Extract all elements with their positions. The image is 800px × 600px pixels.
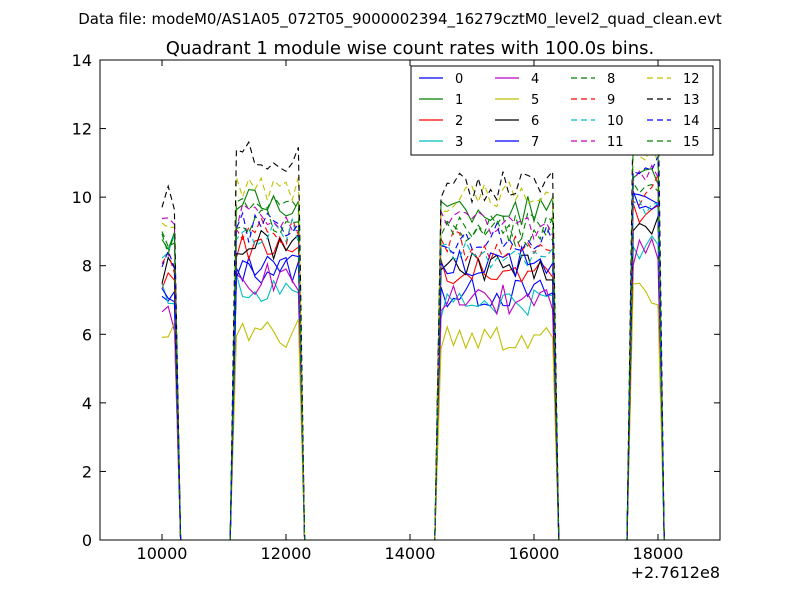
axes-frame: [99, 59, 721, 541]
legend-label-3: 3: [455, 135, 463, 150]
series-layer: [161, 93, 665, 540]
series-line-15: [161, 133, 665, 540]
series-line-5: [161, 282, 665, 540]
y-tick-label: 8: [82, 257, 92, 276]
legend-label-6: 6: [531, 114, 539, 129]
legend-label-7: 7: [531, 135, 539, 150]
legend-box: [410, 65, 714, 156]
legend-label-10: 10: [607, 114, 624, 129]
chart-title: Quadrant 1 module wise count rates with …: [166, 38, 655, 59]
y-tick-label: 6: [82, 325, 92, 344]
legend-label-15: 15: [683, 135, 700, 150]
series-line-3: [161, 235, 665, 540]
y-tick-label: 12: [72, 120, 92, 139]
legend-label-1: 1: [455, 93, 463, 108]
legend-label-0: 0: [455, 72, 463, 87]
y-tick-label: 10: [72, 188, 92, 207]
legend-label-11: 11: [607, 135, 624, 150]
series-line-11: [161, 164, 665, 540]
x-tick-label: 18000: [633, 544, 684, 563]
series-line-7: [161, 191, 665, 540]
series-line-0: [161, 192, 665, 540]
legend-label-13: 13: [683, 93, 700, 108]
series-line-8: [161, 180, 665, 540]
x-tick-label: 14000: [385, 544, 436, 563]
x-tick-label: 10000: [137, 544, 188, 563]
y-tick-label: 4: [82, 394, 92, 413]
series-line-6: [161, 216, 665, 540]
legend-label-2: 2: [455, 114, 463, 129]
legend-label-4: 4: [531, 72, 539, 87]
y-tick-label: 2: [82, 462, 92, 481]
legend-label-8: 8: [607, 72, 615, 87]
series-line-1: [161, 168, 665, 540]
legend-label-14: 14: [683, 114, 700, 129]
legend-label-12: 12: [683, 72, 700, 87]
y-tick-label: 14: [72, 51, 92, 70]
x-tick-label: 16000: [509, 544, 560, 563]
x-tick-label: 12000: [261, 544, 312, 563]
x-offset-label: +2.7612e8: [631, 563, 720, 582]
series-line-4: [161, 237, 665, 540]
legend-label-5: 5: [531, 93, 539, 108]
y-tick-label: 0: [82, 531, 92, 550]
legend-label-9: 9: [607, 93, 615, 108]
chart-suptitle: Data file: modeM0/AS1A05_072T05_90000023…: [78, 10, 722, 29]
series-line-2: [161, 203, 665, 540]
